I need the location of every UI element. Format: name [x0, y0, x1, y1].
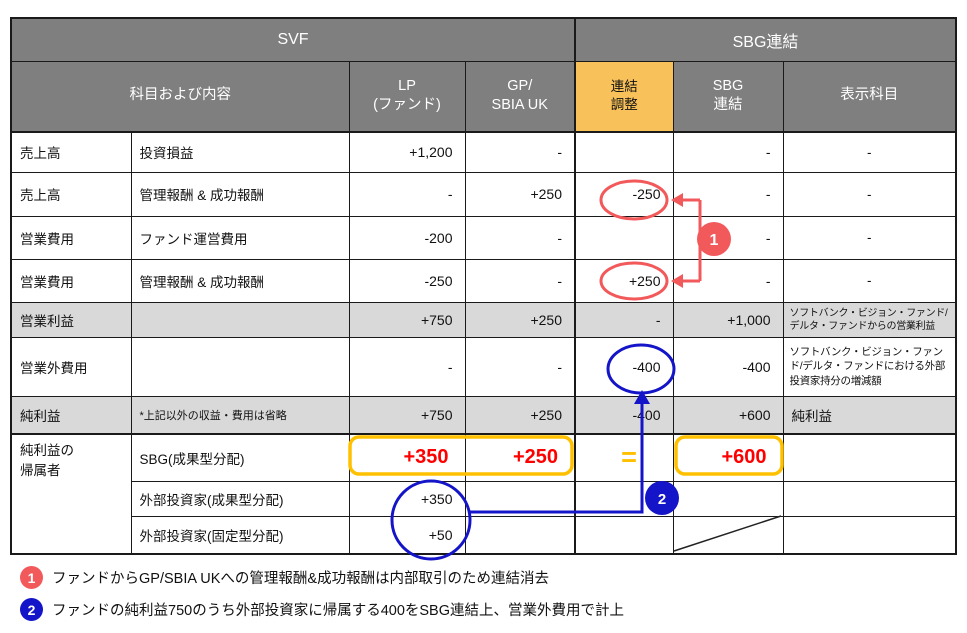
col-header-disp: 表示科目 [782, 60, 957, 133]
cell-disp: ソフトバンク・ビジョン・ファンド/デルタ・ファンドにおける外部投資家持分の増減額 [782, 336, 957, 397]
row-opex-fund: 営業費用 ファンド運営費用 -200 - - - [10, 215, 957, 260]
cell-sbg: -400 [672, 336, 784, 397]
cell-gp [464, 480, 576, 517]
cell-lp: +350 [348, 433, 466, 482]
group-header-svf: SVF [10, 17, 576, 62]
cell-item: 売上高 [10, 171, 132, 217]
cell-item: 営業外費用 [10, 336, 132, 397]
cell-sbg: - [672, 131, 784, 173]
cell-gp: - [464, 215, 576, 260]
col-header-sbg: SBG 連結 [672, 60, 784, 133]
cell-item: 営業利益 [10, 301, 132, 338]
footnote-1-badge: 1 [20, 566, 43, 589]
cell-lp: +750 [348, 395, 466, 435]
row-attribution-external-fixed: 外部投資家(固定型分配) +50 [11, 515, 957, 555]
pl-consolidation-table: SVF SBG連結 科目および内容 LP (ファンド) GP/ SBIA UK … [10, 17, 958, 555]
cell-gp [464, 515, 576, 555]
cell-gp: +250 [464, 301, 576, 338]
cell-desc: 管理報酬 & 成功報酬 [130, 171, 350, 217]
cell-lp: +750 [348, 301, 466, 338]
cell-adj [574, 480, 674, 517]
cell-disp: - [782, 131, 957, 173]
col-header-item: 科目および内容 [10, 60, 350, 133]
cell-lp: -200 [348, 215, 466, 260]
cell-desc [130, 336, 350, 397]
cell-desc [130, 301, 350, 338]
cell-gp: +250 [464, 433, 576, 482]
cell-gp: - [464, 131, 576, 173]
cell-disp: - [782, 171, 957, 217]
cell-adj [574, 215, 674, 260]
cell-sbg: +1,000 [672, 301, 784, 338]
cell-gp: - [464, 258, 576, 303]
row-revenue-investment: 売上高 投資損益 +1,200 - - - [10, 131, 957, 173]
row-non-operating-expense: 営業外費用 - - -400 -400 ソフトバンク・ビジョン・ファンド/デルタ… [10, 336, 957, 397]
cell-sbg: +600 [672, 433, 784, 482]
cell-sbg [672, 515, 784, 555]
cell-adj: +250 [574, 258, 674, 303]
cell-disp [782, 480, 957, 517]
cell-sbg: +600 [672, 395, 784, 435]
footnotes: 1 ファンドからGP/SBIA UKへの管理報酬&成功報酬は内部取引のため連結消… [20, 566, 624, 621]
footnote-1-text: ファンドからGP/SBIA UKへの管理報酬&成功報酬は内部取引のため連結消去 [52, 571, 550, 587]
footnote-2: 2 ファンドの純利益750のうち外部投資家に帰属する400をSBG連結上、営業外… [20, 598, 624, 621]
cell-item-attribution: 純利益の 帰属者 [10, 433, 132, 555]
cell-adj [574, 131, 674, 173]
cell-item: 営業費用 [10, 215, 132, 260]
cell-gp: +250 [464, 395, 576, 435]
cell-desc: *上記以外の収益・費用は省略 [130, 395, 350, 435]
cell-disp: - [782, 258, 957, 303]
cell-desc: 投資損益 [130, 131, 350, 173]
cell-disp: ソフトバンク・ビジョン・ファンド/デルタ・ファンドからの営業利益 [782, 301, 957, 338]
col-header-lp: LP (ファンド) [348, 60, 466, 133]
group-header-sbg: SBG連結 [573, 17, 957, 62]
col-header-gp: GP/ SBIA UK [464, 60, 576, 133]
row-attribution-sbg: 純利益の 帰属者 SBG(成果型分配) +350 +250 +600 [10, 433, 957, 555]
cell-disp: 純利益 [782, 395, 957, 435]
footnote-2-badge: 2 [20, 598, 43, 621]
cell-desc: 管理報酬 & 成功報酬 [130, 258, 350, 303]
footnote-2-text: ファンドの純利益750のうち外部投資家に帰属する400をSBG連結上、営業外費用… [52, 603, 625, 619]
cell-lp: +1,200 [348, 131, 466, 173]
cell-lp: +50 [348, 515, 466, 555]
cell-lp: - [348, 336, 466, 397]
cell-adj [574, 433, 674, 482]
cell-desc: ファンド運営費用 [130, 215, 350, 260]
row-revenue-fees: 売上高 管理報酬 & 成功報酬 - +250 -250 - - [10, 171, 957, 217]
cell-disp: - [782, 215, 957, 260]
cell-sbg: - [672, 258, 784, 303]
row-opex-fees: 営業費用 管理報酬 & 成功報酬 -250 - +250 - - [10, 258, 957, 303]
cell-adj: -400 [574, 395, 674, 435]
row-attribution-external-performance: 外部投資家(成果型分配) +350 [11, 480, 957, 517]
cell-gp: +250 [464, 171, 576, 217]
column-header-row: 科目および内容 LP (ファンド) GP/ SBIA UK 連結 調整 SBG … [10, 60, 957, 133]
cell-disp [782, 515, 957, 555]
cell-sbg: - [672, 171, 784, 217]
cell-desc: 外部投資家(固定型分配) [130, 515, 350, 555]
cell-desc: SBG(成果型分配) [130, 433, 350, 482]
row-operating-income: 営業利益 +750 +250 - +1,000 ソフトバンク・ビジョン・ファンド… [10, 301, 957, 338]
cell-item: 純利益 [10, 395, 132, 435]
cell-lp: -250 [348, 258, 466, 303]
footnote-1: 1 ファンドからGP/SBIA UKへの管理報酬&成功報酬は内部取引のため連結消… [20, 566, 624, 589]
cell-sbg: - [672, 215, 784, 260]
cell-sbg [672, 480, 784, 517]
cell-adj [574, 515, 674, 555]
cell-item: 営業費用 [10, 258, 132, 303]
cell-lp: +350 [348, 480, 466, 517]
cell-disp [782, 433, 957, 482]
cell-item: 売上高 [10, 131, 132, 173]
cell-adj: -250 [574, 171, 674, 217]
cell-adj: -400 [574, 336, 674, 397]
cell-desc: 外部投資家(成果型分配) [130, 480, 350, 517]
group-header-row: SVF SBG連結 [10, 17, 957, 62]
cell-adj: - [574, 301, 674, 338]
cell-gp: - [464, 336, 576, 397]
col-header-adj: 連結 調整 [574, 60, 674, 133]
cell-lp: - [348, 171, 466, 217]
row-net-income: 純利益 *上記以外の収益・費用は省略 +750 +250 -400 +600 純… [10, 395, 957, 435]
